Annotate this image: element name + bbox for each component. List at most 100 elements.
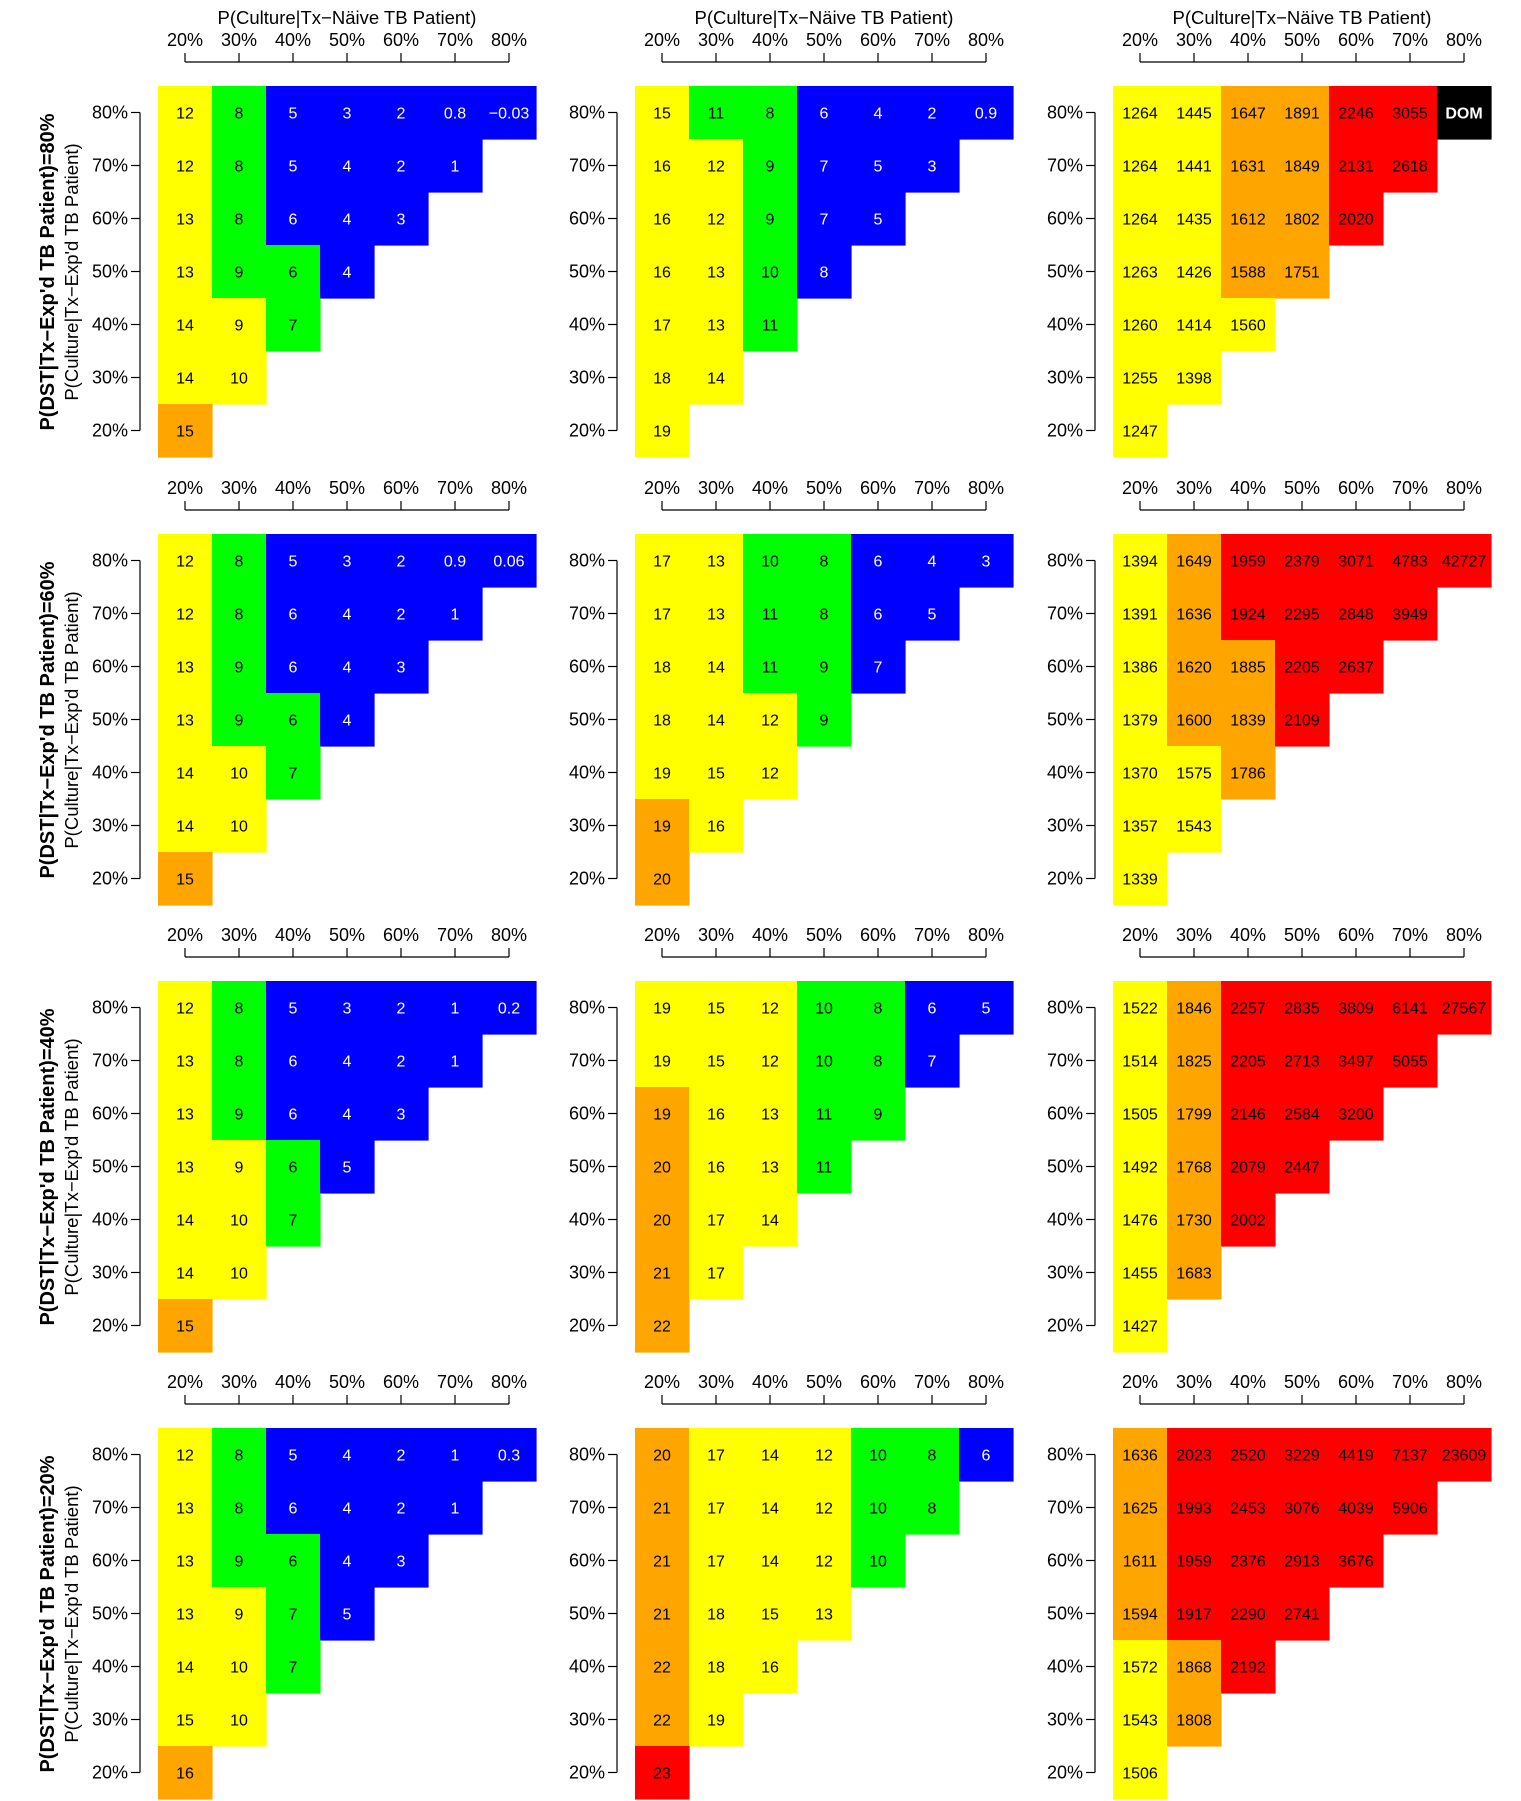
heatmap-panel: P(Culture|Tx−Näive TB Patient) 20% 30% 40% 5…	[1047, 7, 1492, 458]
heatmap-cell	[635, 1193, 690, 1247]
cell-label: 0.2	[498, 1001, 520, 1018]
y-tick-label: 80%	[569, 1445, 605, 1465]
heatmap-cell	[1437, 534, 1492, 588]
heatmap-cell	[1275, 192, 1330, 246]
y-tick-label: 60%	[1047, 1551, 1083, 1571]
cell-label: 1620	[1176, 660, 1212, 677]
x-tick-label: 30%	[1176, 478, 1212, 498]
cell-label: 1441	[1176, 159, 1212, 176]
heatmap-cell	[1275, 86, 1330, 140]
cell-label: 1339	[1122, 872, 1158, 889]
y-tick-label: 40%	[1047, 1210, 1083, 1230]
x-tick-label: 20%	[1122, 1372, 1158, 1392]
cell-label: 8	[874, 1001, 883, 1018]
heatmap-cell	[1113, 298, 1168, 352]
x-tick-label: 80%	[1446, 925, 1482, 945]
x-tick-label: 30%	[1176, 30, 1212, 50]
heatmap-cell	[212, 1246, 267, 1300]
cell-label: 16	[707, 1160, 725, 1177]
y-tick-label: 20%	[1047, 421, 1083, 441]
y-tick-label: 20%	[92, 1316, 128, 1336]
cell-label: 19	[653, 1054, 671, 1071]
x-tick-label: 40%	[1230, 30, 1266, 50]
heatmap-cell	[689, 746, 744, 800]
cell-label: 11	[816, 1160, 833, 1177]
heatmap-cell	[635, 139, 690, 193]
heatmap-cell	[320, 1428, 375, 1482]
cell-label: 17	[707, 1213, 725, 1230]
cell-label: 2002	[1230, 1213, 1266, 1230]
heatmap-cell	[1221, 1193, 1276, 1247]
y-tick-label: 20%	[569, 1763, 605, 1783]
cell-label: 9	[235, 660, 244, 677]
heatmap-cell	[797, 86, 852, 140]
cell-label: 1636	[1176, 607, 1212, 624]
x-tick-label: 20%	[1122, 478, 1158, 498]
cell-label: 2520	[1230, 1448, 1266, 1465]
x-axis-title: P(Culture|Tx−Näive TB Patient)	[1173, 7, 1432, 28]
heatmap-cell	[797, 981, 852, 1035]
cell-label: 1514	[1122, 1054, 1158, 1071]
heatmap-cell	[1113, 1193, 1168, 1247]
x-tick-label: 40%	[752, 1372, 788, 1392]
cell-label: 3809	[1338, 1001, 1374, 1018]
heatmap-cell	[905, 1034, 960, 1088]
cell-label: 12	[707, 212, 725, 229]
y-tick-label: 20%	[1047, 1316, 1083, 1336]
cell-label: 8	[235, 1501, 244, 1518]
heatmap-cell	[1113, 693, 1168, 747]
heatmap-cell	[689, 245, 744, 299]
cell-label: 1543	[1176, 819, 1212, 836]
y-tick-label: 60%	[1047, 1104, 1083, 1124]
heatmap-cell	[1221, 1587, 1276, 1641]
y-tick-label: 70%	[1047, 604, 1083, 624]
cell-label: 13	[707, 554, 725, 571]
cell-label: 1891	[1284, 106, 1320, 123]
heatmap-cell	[374, 534, 429, 588]
x-tick-label: 20%	[167, 478, 203, 498]
cell-label: 1370	[1122, 766, 1158, 783]
heatmap-cell	[1167, 1140, 1222, 1194]
heatmap-cell	[1113, 404, 1168, 458]
cell-label: 2	[397, 1448, 406, 1465]
heatmap-cell	[212, 1587, 267, 1641]
heatmap-cell	[374, 640, 429, 694]
x-tick-label: 60%	[1338, 925, 1374, 945]
heatmap-panel: 20% 30% 40% 50% 60% 70% 80% 80% 70% 60% 50% 40% 30% 2…	[569, 925, 1014, 1353]
cell-label: 1506	[1122, 1766, 1158, 1783]
x-tick-label: 50%	[329, 30, 365, 50]
cell-label: 18	[653, 713, 671, 730]
cell-label: 14	[761, 1554, 779, 1571]
y-tick-label: 80%	[569, 998, 605, 1018]
heatmap-cell	[1113, 1587, 1168, 1641]
heatmap-cell	[1329, 1034, 1384, 1088]
y-tick-label: 70%	[569, 1498, 605, 1518]
heatmap-cell	[266, 1587, 321, 1641]
heatmap-cell	[1221, 139, 1276, 193]
cell-label: 13	[176, 1554, 194, 1571]
cell-label: 1959	[1230, 554, 1266, 571]
cell-label: 1594	[1122, 1607, 1158, 1624]
cell-label: 1959	[1176, 1554, 1212, 1571]
cell-label: 6	[289, 607, 298, 624]
heatmap-panel: 20% 30% 40% 50% 60% 70% 80% 80% 70% 60% 50% 40% 30% 2…	[1047, 925, 1492, 1353]
heatmap-cell	[743, 86, 798, 140]
heatmap-cell	[1113, 1140, 1168, 1194]
cell-label: DOM	[1445, 106, 1482, 123]
cell-label: 3	[343, 554, 352, 571]
x-tick-label: 50%	[329, 925, 365, 945]
cell-label: 2	[928, 106, 937, 123]
cell-label: 1575	[1176, 766, 1212, 783]
cell-label: 6	[289, 212, 298, 229]
heatmap-cell	[1221, 86, 1276, 140]
cell-label: 12	[815, 1448, 833, 1465]
heatmap-cell	[1329, 1481, 1384, 1535]
heatmap-cell	[158, 693, 213, 747]
cell-label: 1247	[1122, 424, 1158, 441]
heatmap-cell	[212, 587, 267, 641]
heatmap-cell	[158, 1140, 213, 1194]
cell-label: 7	[289, 1660, 298, 1677]
cell-label: 9	[235, 1607, 244, 1624]
y-tick-label: 50%	[1047, 710, 1083, 730]
